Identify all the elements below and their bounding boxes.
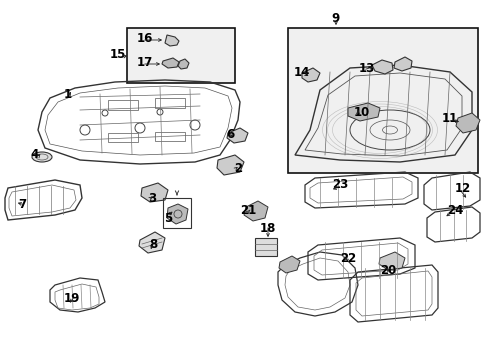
Text: 7: 7	[18, 198, 26, 211]
Text: 1: 1	[64, 89, 72, 102]
Text: 3: 3	[148, 192, 156, 204]
Text: 21: 21	[240, 203, 256, 216]
Bar	[155, 98, 184, 108]
Polygon shape	[244, 201, 267, 221]
Text: 6: 6	[225, 129, 234, 141]
Text: 20: 20	[379, 264, 395, 276]
Ellipse shape	[32, 152, 52, 162]
Polygon shape	[347, 103, 379, 121]
Text: 22: 22	[339, 252, 355, 265]
Text: 13: 13	[358, 62, 374, 75]
Bar	[287, 28, 477, 173]
Polygon shape	[167, 204, 187, 224]
Bar	[127, 28, 235, 83]
Polygon shape	[302, 68, 319, 82]
Text: 8: 8	[148, 238, 157, 252]
Text: 4: 4	[31, 148, 39, 162]
Polygon shape	[164, 35, 179, 46]
Bar	[108, 100, 138, 110]
Polygon shape	[226, 128, 247, 143]
Text: 17: 17	[137, 55, 153, 68]
Polygon shape	[378, 252, 404, 270]
Polygon shape	[455, 113, 479, 133]
Polygon shape	[178, 59, 189, 69]
Bar	[108, 133, 138, 142]
Bar	[254, 238, 276, 256]
Polygon shape	[141, 183, 168, 202]
Text: 19: 19	[63, 292, 80, 305]
Text: 10: 10	[353, 105, 369, 118]
Polygon shape	[162, 58, 179, 68]
Polygon shape	[139, 232, 164, 253]
Polygon shape	[393, 57, 411, 71]
Polygon shape	[217, 155, 244, 175]
Text: 2: 2	[233, 162, 242, 175]
Text: 24: 24	[446, 203, 462, 216]
Text: 18: 18	[259, 221, 276, 234]
Text: 16: 16	[137, 31, 153, 45]
Text: 9: 9	[331, 12, 340, 24]
Text: 11: 11	[441, 112, 457, 125]
Bar	[155, 132, 184, 141]
Text: 12: 12	[454, 181, 470, 194]
Text: 23: 23	[331, 179, 347, 192]
Text: 14: 14	[293, 66, 309, 78]
Text: 5: 5	[163, 211, 172, 225]
Polygon shape	[371, 60, 392, 74]
Bar	[163, 198, 191, 228]
Text: 15: 15	[110, 49, 126, 62]
Polygon shape	[279, 256, 299, 273]
